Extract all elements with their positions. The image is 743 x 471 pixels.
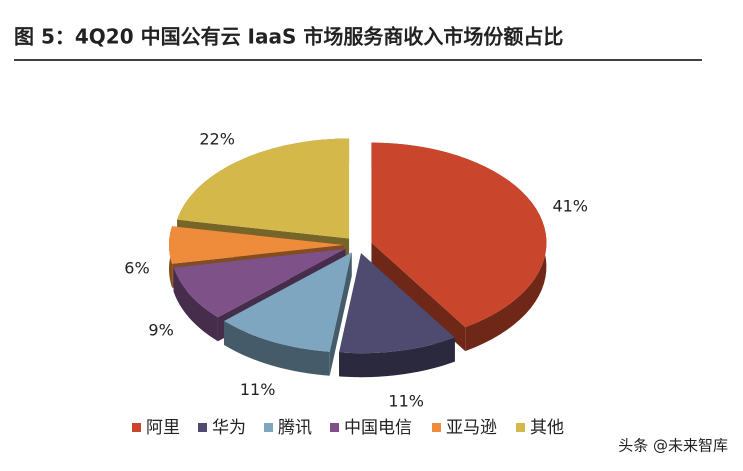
data-label: 11% [240,380,276,399]
legend-swatch [198,423,207,432]
legend-label: 中国电信 [344,418,412,438]
legend-swatch [132,423,141,432]
data-label: 11% [388,392,424,411]
legend-label: 亚马逊 [446,418,497,438]
slice [371,142,547,328]
legend-label: 阿里 [146,418,180,438]
legend-swatch [264,423,273,432]
slice-side [173,267,218,342]
legend-label: 其他 [530,418,564,438]
legend-label: 腾讯 [278,418,312,438]
data-label: 6% [124,259,149,278]
slice [339,253,455,354]
data-label: 41% [552,196,588,215]
legend-swatch [432,423,441,432]
data-label: 9% [148,320,173,339]
data-label: 22% [199,129,235,148]
slice [173,248,346,318]
watermark: 头条 @未来智库 [618,437,728,455]
legend-label: 华为 [212,418,246,438]
slice-side [339,337,455,378]
slice-side [224,320,330,376]
legend-swatch [516,423,525,432]
chart-title: 图 5：4Q20 中国公有云 IaaS 市场服务商收入市场份额占比 [14,25,563,49]
slice [224,252,352,352]
slice [177,138,350,239]
slice-side [329,252,352,376]
slice-side [371,242,466,352]
slice [169,226,344,264]
legend-swatch [330,423,339,432]
